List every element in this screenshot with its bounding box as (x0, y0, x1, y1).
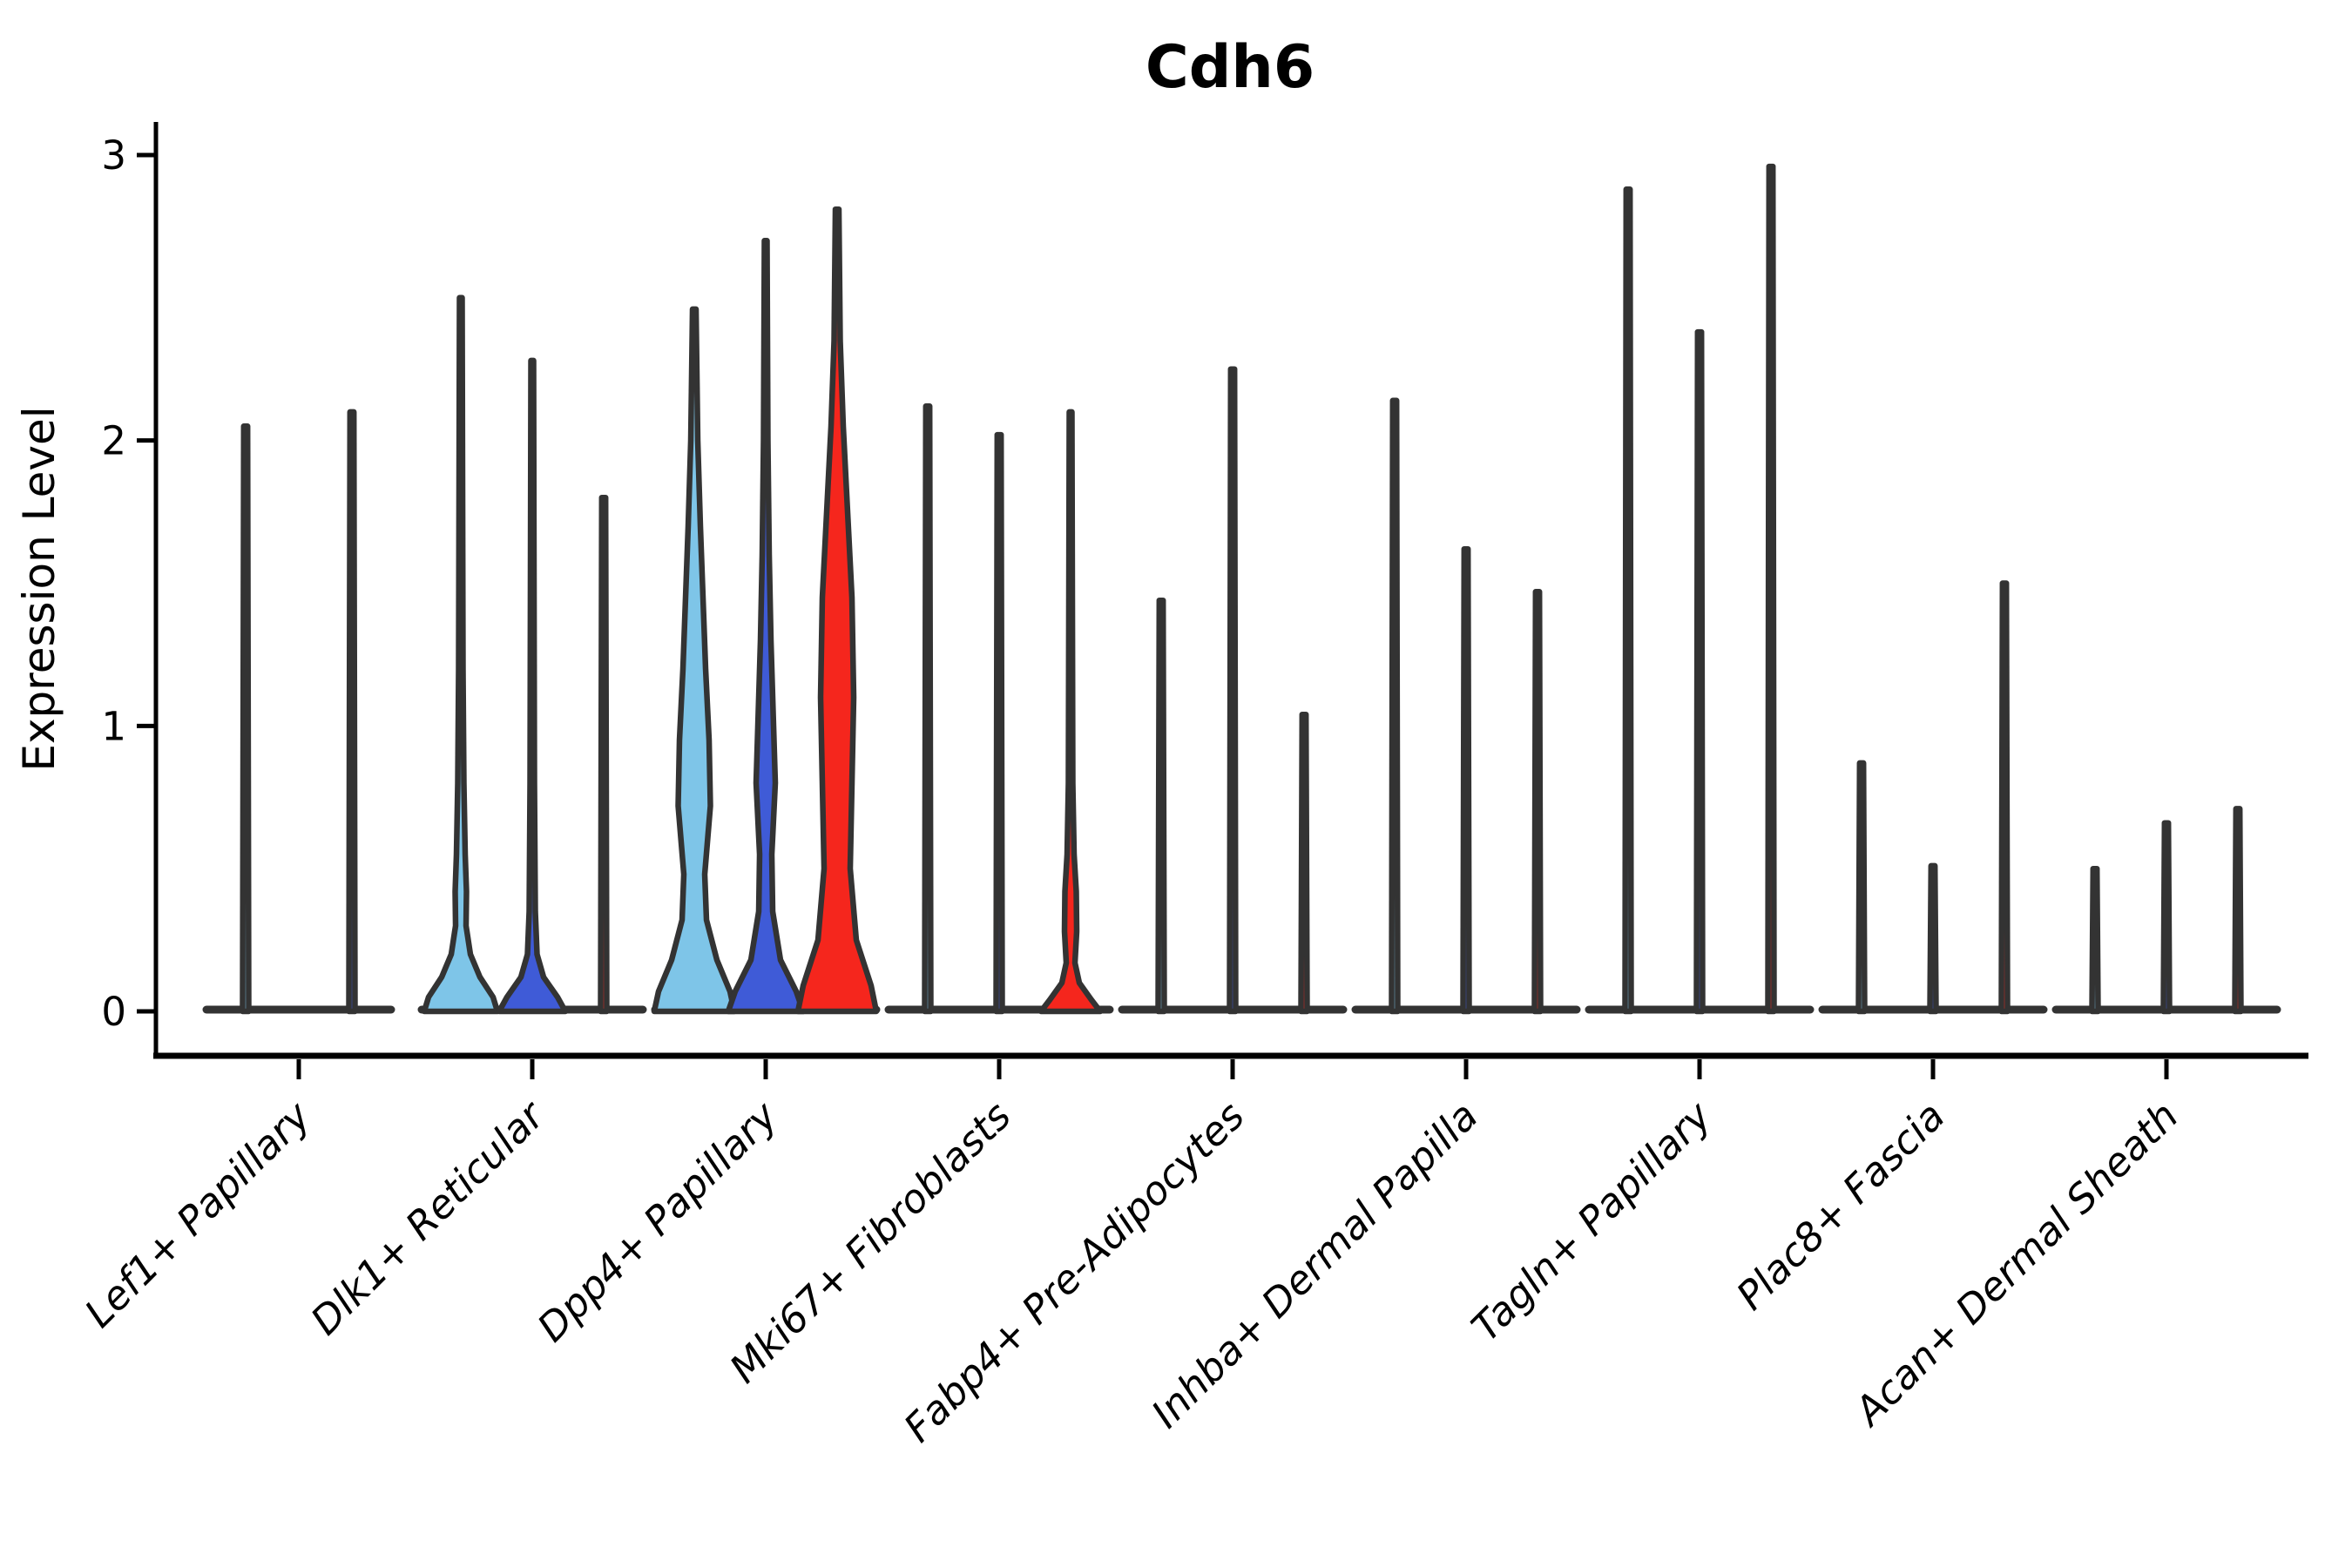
x-tick-label: Lef1+ Papillary (76, 1092, 321, 1336)
violin-group (202, 409, 395, 1015)
violin-sample-1 (1927, 862, 1939, 1015)
violin-sample-2 (1037, 409, 1104, 1015)
violin-sample-1 (1460, 545, 1472, 1015)
x-tick-label: Dlk1+ Reticular (301, 1092, 554, 1344)
violin-sample-1 (1693, 328, 1706, 1015)
violin-sample-0 (922, 403, 934, 1015)
violin-sample-1 (346, 409, 358, 1015)
violin-sample-1 (725, 238, 807, 1015)
violin-sample-2 (1998, 580, 2011, 1015)
violin-sample-2 (1531, 589, 1544, 1015)
y-tick-label: 0 (101, 989, 126, 1035)
x-tick-label: Tagln+ Papillary (1463, 1092, 1721, 1350)
violin-sample-0 (240, 423, 252, 1015)
violin-group (417, 294, 647, 1015)
y-tick-label: 1 (101, 703, 126, 749)
y-tick-label: 2 (101, 418, 126, 464)
violin-sample-2 (598, 494, 610, 1015)
violin-sample-2 (1298, 711, 1310, 1015)
violin-group (1585, 163, 1815, 1015)
violin-group (884, 403, 1114, 1015)
violin-group (1118, 366, 1348, 1015)
violin-sample-0 (1622, 186, 1634, 1015)
violin-sample-1 (993, 431, 1005, 1015)
violin-group (1351, 397, 1581, 1015)
violin-sample-0 (651, 306, 738, 1015)
y-tick-label: 3 (101, 132, 126, 179)
violin-sample-2 (794, 206, 880, 1015)
violin-group (2051, 806, 2281, 1015)
violin-sample-0 (421, 294, 501, 1015)
violin-group (1818, 580, 2048, 1015)
y-axis-label: Expression Level (14, 406, 64, 771)
violins-layer (202, 163, 2281, 1015)
violin-sample-0 (1389, 397, 1401, 1015)
violin-sample-1 (1227, 366, 1239, 1015)
x-tick-label: Plac8+ Fascia (1727, 1092, 1954, 1319)
violin-sample-0 (1855, 760, 1868, 1015)
violin-sample-2 (2232, 806, 2244, 1015)
violin-group (651, 206, 881, 1015)
violin-sample-1 (2160, 820, 2173, 1015)
violin-sample-0 (1155, 597, 1167, 1015)
violin-sample-0 (2089, 865, 2101, 1015)
x-tick-label: Dpp4+ Papillary (529, 1092, 787, 1350)
plot-title: Cdh6 (1146, 33, 1315, 102)
violin-sample-2 (1765, 163, 1777, 1015)
violin-sample-1 (496, 357, 569, 1015)
